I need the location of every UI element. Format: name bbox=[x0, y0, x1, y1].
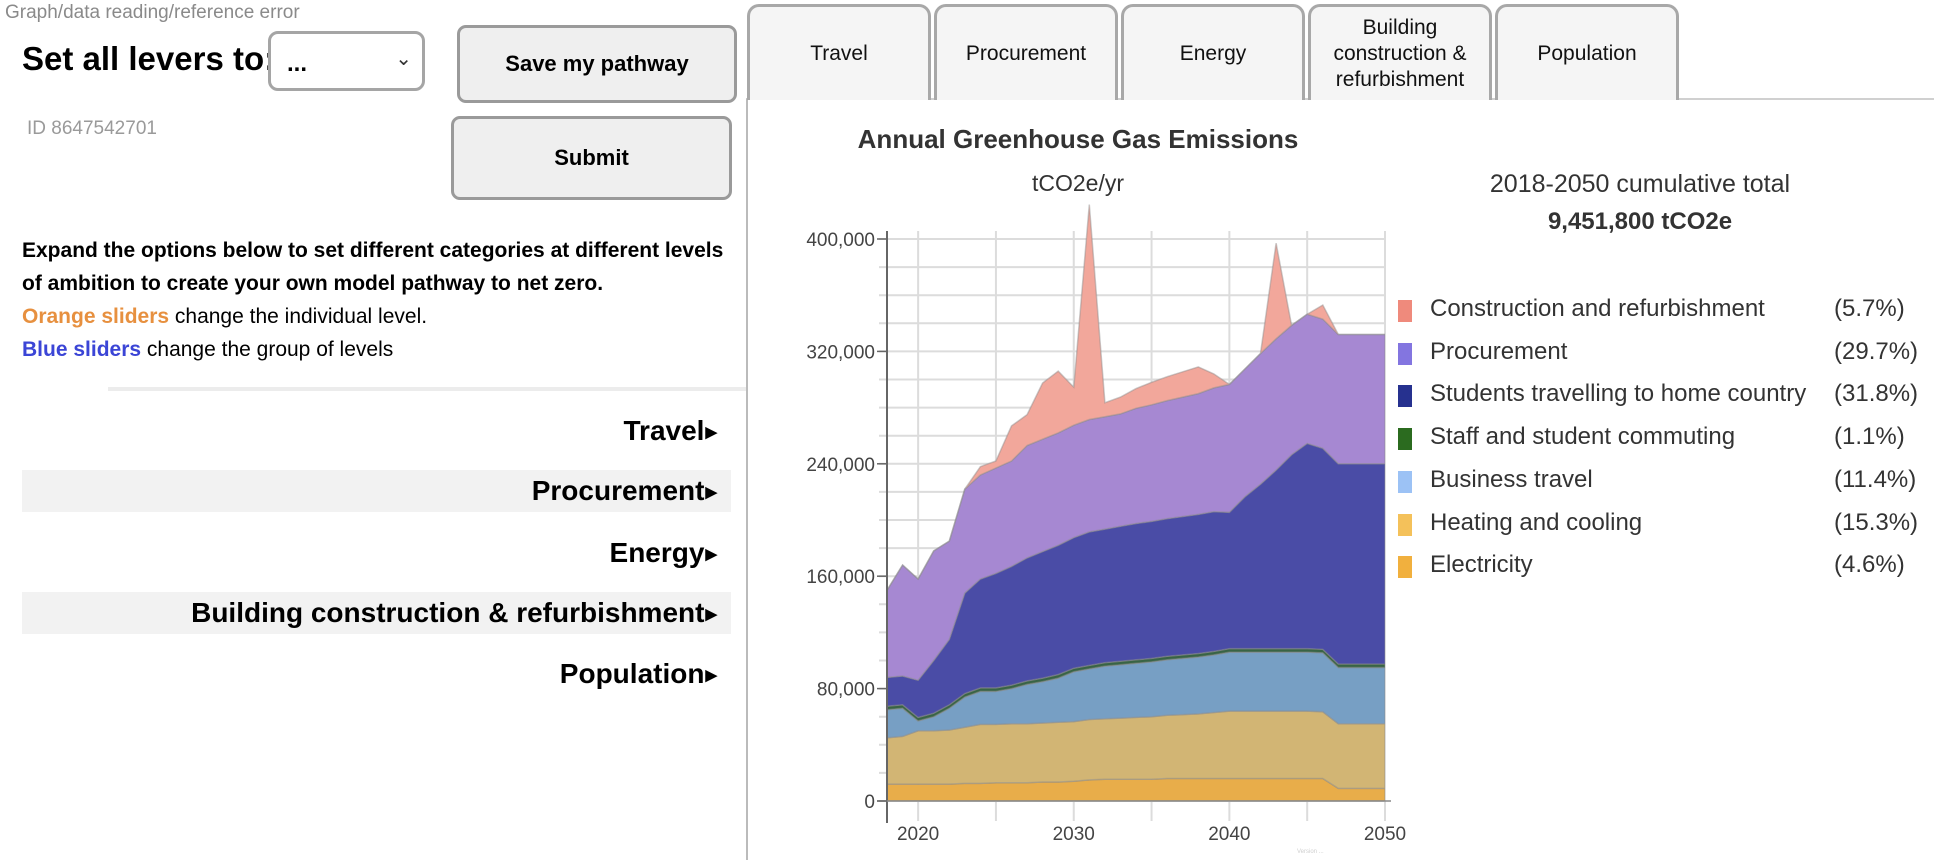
legend-swatch bbox=[1398, 385, 1412, 408]
triangle-right-icon: ▶ bbox=[705, 667, 717, 684]
triangle-right-icon: ▶ bbox=[705, 546, 717, 563]
legend-swatch bbox=[1398, 342, 1412, 365]
category-label: Population bbox=[559, 658, 705, 689]
instructions-text: Expand the options below to set differen… bbox=[22, 239, 724, 295]
chevron-down-icon: ⌄ bbox=[395, 48, 412, 70]
legend-swatch bbox=[1398, 428, 1412, 451]
legend-percentage: (15.3%) bbox=[1834, 508, 1919, 536]
category-building-construction[interactable]: Building construction & refurbishment▶ bbox=[22, 592, 731, 634]
legend-item: Business travel (11.4%) bbox=[1398, 464, 1918, 498]
submit-button[interactable]: Submit bbox=[451, 116, 732, 200]
category-population[interactable]: Population▶ bbox=[22, 653, 731, 695]
cumulative-total-label: 2018-2050 cumulative total bbox=[1489, 170, 1791, 198]
y-tick-label: 320,000 bbox=[806, 342, 875, 363]
legend-percentage: (29.7%) bbox=[1834, 337, 1919, 365]
legend-label: Staff and student commuting bbox=[1430, 423, 1736, 451]
blue-sliders-desc: change the group of levels bbox=[141, 338, 394, 361]
orange-sliders-note: Orange sliders change the individual lev… bbox=[22, 300, 742, 333]
legend-item: Students travelling to home country (31.8… bbox=[1398, 378, 1918, 412]
legend-label: Electricity bbox=[1430, 551, 1533, 579]
y-tick-label: 160,000 bbox=[806, 567, 875, 588]
legend-swatch bbox=[1398, 470, 1412, 493]
legend-item: Staff and student commuting (1.1%) bbox=[1398, 421, 1918, 455]
legend-label: Construction and refurbishment bbox=[1430, 295, 1765, 322]
version-text: Version ... bbox=[1297, 849, 1324, 855]
legend-percentage: (11.4%) bbox=[1834, 465, 1917, 493]
divider bbox=[108, 387, 746, 391]
legend-swatch bbox=[1398, 556, 1412, 579]
y-tick-label: 400,000 bbox=[806, 230, 875, 251]
category-label: Energy bbox=[609, 537, 705, 568]
legend-item: Construction and refurbishment (5.7%) bbox=[1398, 293, 1918, 327]
legend-percentage: (4.6%) bbox=[1834, 551, 1905, 579]
triangle-right-icon: ▶ bbox=[705, 424, 717, 441]
cumulative-total-value: 9,451,800 tCO2e bbox=[1547, 208, 1733, 235]
category-travel[interactable]: Travel▶ bbox=[22, 410, 731, 452]
category-label: Procurement bbox=[531, 475, 705, 506]
save-pathway-button[interactable]: Save my pathway bbox=[457, 25, 737, 103]
legend-label: Business travel bbox=[1430, 465, 1593, 493]
legend-item: Electricity (4.6%) bbox=[1398, 549, 1918, 583]
legend-label: Procurement bbox=[1430, 337, 1568, 365]
chart-subtitle: tCO2e/yr bbox=[1031, 170, 1125, 196]
tab-travel[interactable]: Travel bbox=[747, 4, 931, 100]
tab-population[interactable]: Population bbox=[1495, 4, 1679, 100]
pathway-id: ID 8647542701 bbox=[27, 118, 157, 139]
legend-swatch bbox=[1398, 513, 1412, 536]
category-label: Travel bbox=[623, 415, 705, 446]
y-tick-label: 240,000 bbox=[806, 455, 875, 476]
legend-percentage: (1.1%) bbox=[1834, 423, 1905, 451]
error-message: Graph/data reading/reference error bbox=[5, 2, 300, 23]
legend-label: Heating and cooling bbox=[1430, 508, 1643, 536]
legend-item: Heating and cooling (15.3%) bbox=[1398, 507, 1918, 541]
instructions: Expand the options below to set differen… bbox=[22, 234, 742, 366]
blue-sliders-note: Blue sliders change the group of levels bbox=[22, 333, 742, 366]
set-all-levers-label: Set all levers to: bbox=[22, 40, 276, 77]
category-label: Building construction & refurbishment bbox=[191, 597, 705, 628]
legend-label: Students travelling to home country bbox=[1430, 380, 1807, 408]
x-tick-label: 2020 bbox=[897, 824, 939, 845]
y-tick-label: 0 bbox=[864, 792, 875, 813]
x-tick-label: 2050 bbox=[1364, 824, 1406, 845]
category-energy[interactable]: Energy▶ bbox=[22, 532, 731, 574]
tab-procurement[interactable]: Procurement bbox=[934, 4, 1118, 100]
blue-sliders-label: Blue sliders bbox=[22, 338, 142, 361]
area-construction-and-refurbishment bbox=[887, 204, 1385, 591]
chart-title: Annual Greenhouse Gas Emissions bbox=[857, 124, 1299, 154]
legend-percentage: (31.8%) bbox=[1834, 380, 1919, 408]
legend-percentage: (5.7%) bbox=[1834, 295, 1905, 322]
x-tick-label: 2030 bbox=[1053, 824, 1095, 845]
triangle-right-icon: ▶ bbox=[705, 484, 717, 501]
y-tick-label: 80,000 bbox=[817, 680, 875, 701]
x-tick-label: 2040 bbox=[1208, 824, 1250, 845]
select-value: ... bbox=[287, 50, 308, 77]
orange-sliders-desc: change the individual level. bbox=[169, 305, 428, 328]
tab-building-construction[interactable]: Building construction & refurbishment bbox=[1308, 4, 1492, 100]
set-all-levers-select[interactable]: ... ⌄ bbox=[268, 31, 425, 91]
legend-swatch bbox=[1398, 300, 1412, 322]
tab-energy[interactable]: Energy bbox=[1121, 4, 1305, 100]
legend-item: Procurement (29.7%) bbox=[1398, 336, 1918, 370]
category-procurement[interactable]: Procurement▶ bbox=[22, 470, 731, 512]
orange-sliders-label: Orange sliders bbox=[22, 305, 170, 328]
triangle-right-icon: ▶ bbox=[705, 606, 717, 623]
